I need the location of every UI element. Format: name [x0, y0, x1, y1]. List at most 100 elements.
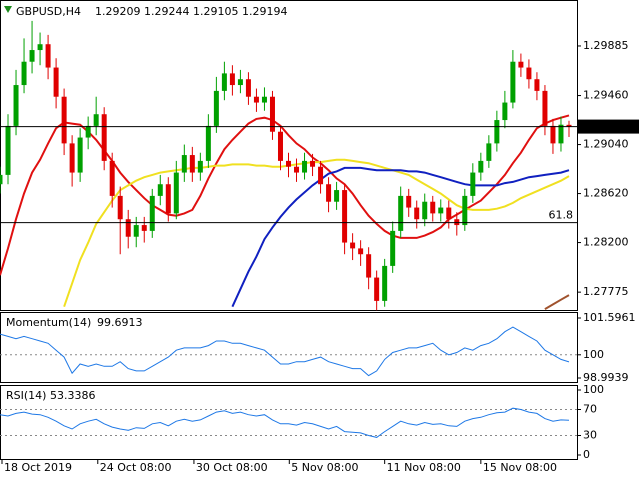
open-value: 1.29209 [95, 5, 141, 18]
moving-average [63, 158, 570, 308]
candle-body [550, 125, 556, 144]
candle-body [237, 79, 243, 86]
indicator-value: 53.3386 [50, 389, 96, 402]
y-tick-label: 1.29040 [583, 138, 629, 151]
candle-body [526, 67, 532, 80]
y-tick-label: 100 [583, 348, 604, 361]
candle-body [414, 207, 420, 220]
candle-body [0, 174, 3, 185]
candle-body [269, 96, 275, 132]
x-tick-label: 30 Oct 08:00 [196, 461, 268, 474]
candle-body [109, 160, 115, 196]
y-tick-label: 0 [583, 448, 590, 461]
close-value: 1.29194 [242, 5, 288, 18]
candle-body [462, 195, 468, 226]
y-tick-label: 1.27775 [583, 285, 629, 298]
candle-body [494, 120, 500, 144]
candle-body [286, 160, 291, 167]
candle-body [470, 172, 476, 196]
candle-body [13, 85, 19, 126]
symbol-icon [4, 6, 12, 13]
candle-body [133, 225, 139, 237]
candle-body [326, 184, 332, 202]
candle-body [342, 190, 348, 243]
candle-body [165, 184, 171, 214]
y-tick-label: 101.5961 [583, 311, 636, 324]
candle-body [229, 73, 235, 86]
x-tick-label: 24 Oct 08:00 [100, 461, 172, 474]
candle-body [85, 125, 91, 138]
symbol: GBPUSD,H4 [16, 5, 81, 18]
candle-body [366, 254, 372, 278]
x-tick-label: 15 Nov 08:00 [483, 461, 557, 474]
indicator-name: Momentum(14) [6, 316, 91, 329]
moving-average [0, 114, 570, 276]
y-tick-label: 1.29885 [583, 39, 629, 52]
low-value: 1.29105 [193, 5, 239, 18]
y-tick-label: 100 [583, 383, 604, 396]
candle-body [69, 143, 75, 173]
candle-body [350, 242, 356, 249]
candle-body [422, 201, 428, 220]
candle-body [53, 67, 59, 97]
candle-body [446, 207, 452, 220]
candle-body [510, 61, 516, 103]
candle-body [93, 114, 99, 126]
candle-body [5, 125, 11, 175]
indicator-name: RSI(14) [6, 389, 46, 402]
price-box [577, 119, 639, 134]
candle-body [37, 44, 43, 51]
candle-body [157, 184, 163, 196]
candle-body [245, 79, 251, 97]
candle-body [197, 160, 203, 173]
candle-body [398, 195, 404, 231]
x-tick-label: 18 Oct 2019 [4, 461, 72, 474]
candle-body [221, 73, 227, 91]
main-frame [0, 0, 578, 311]
candle-body [430, 201, 436, 214]
candle-body [173, 172, 179, 214]
candle-body [566, 124, 572, 127]
candle-body [253, 96, 259, 103]
candle-body [518, 61, 524, 68]
price-label: 1.29194 [581, 120, 627, 133]
candle-body [205, 125, 211, 161]
candle-body [101, 114, 107, 161]
candle-body [149, 195, 155, 231]
x-tick-label: 11 Nov 08:00 [387, 461, 461, 474]
candle-body [358, 248, 364, 255]
candle-body [125, 219, 131, 237]
candle-body [478, 160, 484, 173]
candle-body [542, 90, 548, 126]
candle-body [558, 124, 564, 144]
indicator-line [0, 407, 570, 438]
candle-body [406, 195, 412, 208]
candle-body [302, 160, 308, 173]
candle-body [61, 96, 67, 144]
moving-average [231, 166, 570, 308]
candle-body [213, 90, 219, 126]
candle-body [29, 50, 35, 62]
candle-body [374, 277, 380, 301]
y-tick-label: 1.29460 [583, 89, 629, 102]
candle-body [534, 79, 540, 91]
candle-body [334, 190, 340, 202]
candle-body [261, 96, 267, 103]
high-value: 1.29244 [144, 5, 190, 18]
x-tick-label: 5 Nov 08:00 [291, 461, 358, 474]
indicator-line [0, 326, 570, 377]
momentum-frame [0, 312, 578, 383]
fib-label: 61.8 [549, 209, 574, 222]
candle-body [390, 230, 396, 266]
candle-body [141, 225, 147, 231]
candle-body [77, 137, 83, 173]
candle-body [502, 102, 508, 121]
candle-body [45, 44, 51, 68]
y-tick-label: 98.9939 [583, 371, 629, 384]
candle-body [277, 131, 283, 161]
candle-body [189, 155, 195, 173]
y-tick-label: 1.28620 [583, 187, 629, 200]
candle-body [21, 61, 27, 86]
